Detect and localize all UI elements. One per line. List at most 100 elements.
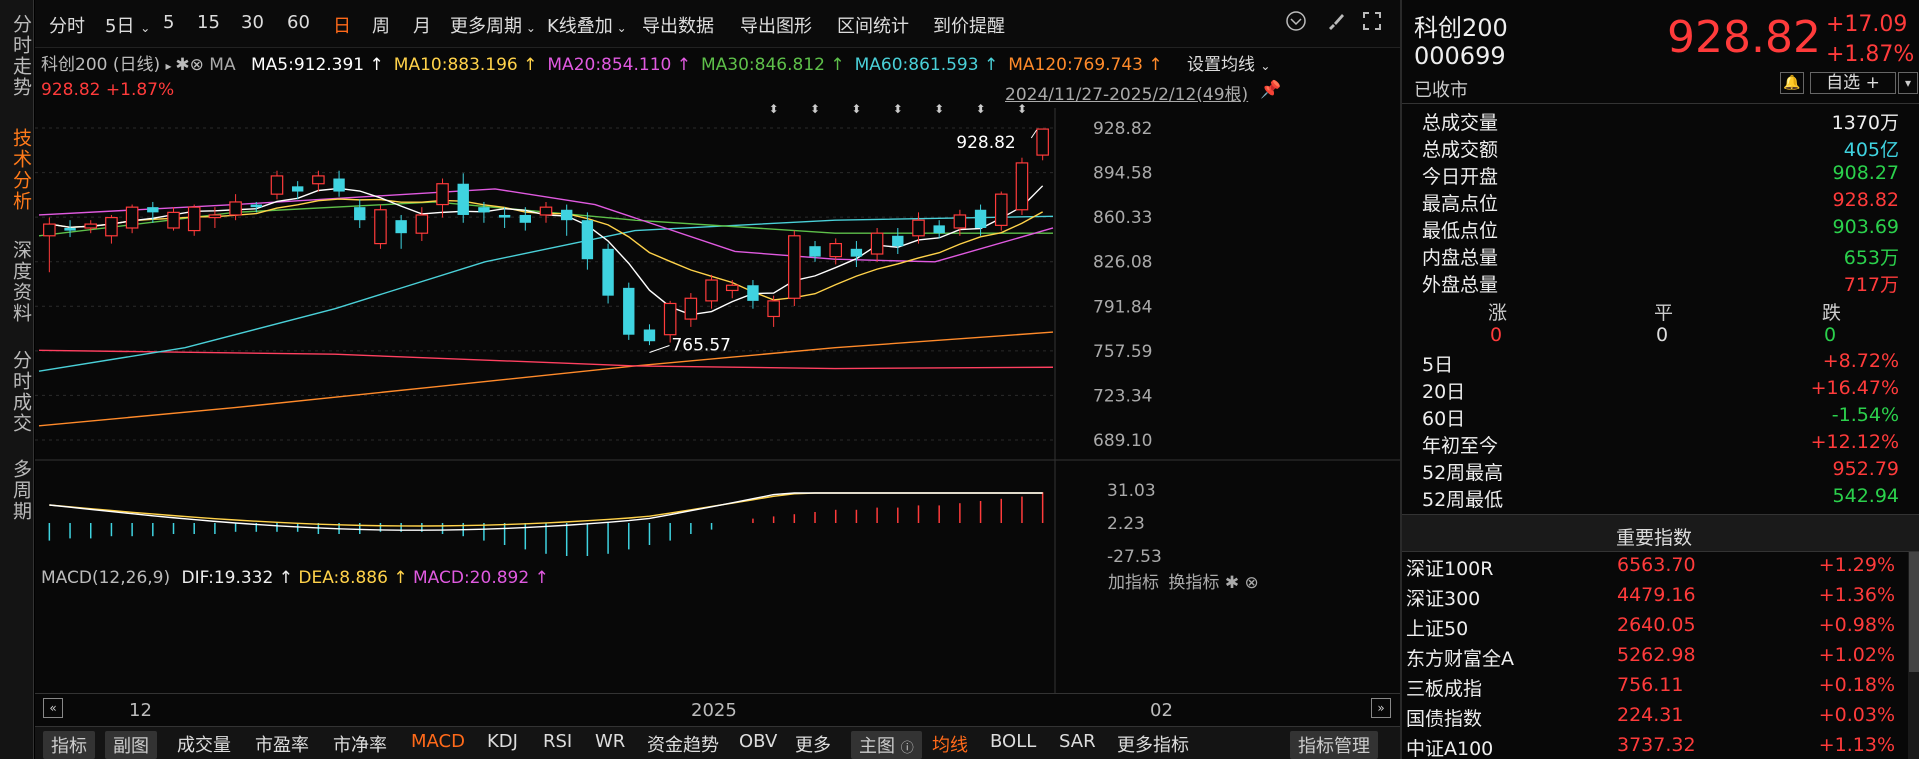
- kline-overlay-dropdown[interactable]: K线叠加 ⌄: [547, 12, 627, 38]
- scroll-right-icon[interactable]: »: [1371, 698, 1391, 718]
- candle-body: [519, 214, 531, 223]
- range-stats-button[interactable]: 区间统计: [837, 16, 909, 37]
- ind-volume[interactable]: 成交量: [177, 735, 231, 756]
- event-marker-icon: ⬍: [934, 102, 944, 116]
- ind-sar[interactable]: SAR: [1059, 731, 1096, 752]
- ind-kdj[interactable]: KDJ: [487, 731, 518, 752]
- period-value: +16.47%: [1810, 377, 1899, 399]
- candle-body: [395, 220, 407, 234]
- ind-obv[interactable]: OBV: [739, 731, 778, 752]
- period-week[interactable]: 周: [372, 16, 390, 37]
- candle-body: [478, 207, 490, 213]
- index-value: 5262.98: [1617, 644, 1696, 666]
- close-icon[interactable]: ⊗: [189, 55, 204, 75]
- close-icon[interactable]: ⊗: [1239, 573, 1259, 593]
- index-row[interactable]: 国债指数 224.31 +0.03%: [1402, 704, 1907, 734]
- period-15min[interactable]: 15: [197, 12, 220, 33]
- period-intraday[interactable]: 分时: [49, 16, 85, 37]
- x-label-dec: 12: [129, 700, 152, 721]
- ind-more[interactable]: 更多: [795, 735, 831, 756]
- period-60min[interactable]: 60: [287, 12, 310, 33]
- collapse-icon[interactable]: [1285, 10, 1307, 37]
- more-periods-dropdown[interactable]: 更多周期 ⌄: [450, 12, 536, 38]
- candle-body: [374, 209, 387, 245]
- price-tick-label: 894.58: [1093, 164, 1152, 184]
- ind-wr[interactable]: WR: [595, 731, 626, 752]
- export-data-button[interactable]: 导出数据: [642, 16, 714, 37]
- tab-intraday[interactable]: 分时走势: [10, 14, 32, 98]
- main-chart-tab[interactable]: 主图 ⓘ: [851, 731, 922, 759]
- stat-label: 最高点位: [1422, 193, 1499, 215]
- tab-tick-trades[interactable]: 分时成交: [10, 350, 32, 434]
- help-icon[interactable]: ⓘ: [900, 741, 914, 756]
- chevron-down-icon[interactable]: ▾: [1898, 72, 1918, 94]
- ma60-line: [38, 215, 1054, 372]
- candle-body: [415, 214, 429, 234]
- export-image-button[interactable]: 导出图形: [740, 16, 812, 37]
- low-arrow: [649, 345, 670, 353]
- add-watchlist-button[interactable]: 自选 +: [1810, 72, 1896, 94]
- divider: [1402, 103, 1919, 104]
- kline-chart[interactable]: 928.82 894.58 860.33 826.08 791.84 757.59 723.…: [35, 48, 1400, 693]
- chart-toolbar: 分时 5日 ⌄ 5 15 30 60 日 周 月 更多周期 ⌄ K线叠加 ⌄ 导…: [35, 0, 1400, 48]
- chevron-down-icon: ⌄: [522, 21, 536, 35]
- scrollbar-thumb[interactable]: [1909, 552, 1919, 672]
- index-row[interactable]: 上证50 2640.05 +0.98%: [1402, 614, 1907, 644]
- date-range[interactable]: 2024/11/27-2025/2/12(49根): [1005, 85, 1249, 105]
- ma-value-0: MA5:912.391 ↑: [250, 55, 384, 75]
- period-day[interactable]: 日: [333, 16, 351, 37]
- period-month[interactable]: 月: [413, 16, 431, 37]
- gear-icon[interactable]: ✱: [175, 55, 190, 75]
- period-30min[interactable]: 30: [241, 12, 264, 33]
- more-periods-label: 更多周期: [450, 16, 522, 37]
- index-row[interactable]: 中证A100 3737.32 +1.13%: [1402, 734, 1907, 759]
- chart-area[interactable]: 928.82 894.58 860.33 826.08 791.84 757.59 723.…: [35, 48, 1400, 693]
- ind-pb[interactable]: 市净率: [333, 735, 387, 756]
- candle-body: [208, 214, 222, 219]
- stat-value: 1370万: [1831, 112, 1899, 134]
- ind-fund-trend[interactable]: 资金趋势: [647, 735, 719, 756]
- ind-rsi[interactable]: RSI: [543, 731, 573, 752]
- event-marker-icon: ⬍: [769, 102, 779, 116]
- index-row[interactable]: 三板成指 756.11 +0.18%: [1402, 674, 1907, 704]
- ma-settings-dropdown[interactable]: 设置均线 ⌄: [1187, 50, 1270, 75]
- pin-icon[interactable]: 📌: [1260, 80, 1282, 100]
- indicator-manage-button[interactable]: 指标管理: [1290, 731, 1378, 759]
- security-code: 000699: [1414, 42, 1506, 70]
- gear-icon[interactable]: ✱: [1224, 573, 1240, 593]
- indicator-bar: 指标 副图 成交量 市盈率 市净率 MACD KDJ RSI WR 资金趋势 O…: [35, 726, 1400, 759]
- tab-multi-period[interactable]: 多周期: [10, 458, 32, 522]
- tab-depth[interactable]: 深度资料: [10, 240, 32, 324]
- candle-body: [725, 284, 739, 292]
- tab-technical[interactable]: 技术分析: [10, 128, 32, 212]
- sub-chart-tab[interactable]: 副图: [105, 731, 157, 759]
- period-5day[interactable]: 5日 ⌄: [105, 12, 150, 38]
- candle-body: [436, 183, 449, 206]
- caret-right-icon[interactable]: ▸: [165, 59, 176, 73]
- candle-body: [270, 175, 284, 195]
- fullscreen-icon[interactable]: [1361, 10, 1383, 37]
- ind-ma[interactable]: 均线: [932, 735, 968, 756]
- price-alert-button[interactable]: 到价提醒: [933, 16, 1005, 37]
- candle-body: [870, 232, 884, 255]
- ind-macd[interactable]: MACD: [411, 731, 465, 752]
- index-name: 中证A100: [1406, 738, 1494, 759]
- ind-more-indicators[interactable]: 更多指标: [1117, 735, 1189, 756]
- switch-indicator-button[interactable]: 换指标: [1168, 573, 1220, 593]
- index-row[interactable]: 东方财富全A 5262.98 +1.02%: [1402, 644, 1907, 674]
- scrollbar[interactable]: [1908, 552, 1919, 759]
- index-row[interactable]: 深证300 4479.16 +1.36%: [1402, 584, 1907, 614]
- add-indicator-button[interactable]: 加指标: [1108, 573, 1159, 593]
- period-5min[interactable]: 5: [163, 12, 175, 33]
- ind-pe[interactable]: 市盈率: [255, 735, 309, 756]
- stat-row: 最高点位 928.82: [1414, 189, 1907, 216]
- bell-icon[interactable]: 🔔: [1780, 72, 1804, 94]
- brush-icon[interactable]: [1325, 10, 1347, 37]
- indicator-tab[interactable]: 指标: [43, 731, 95, 759]
- chevron-down-icon: ⌄: [140, 21, 151, 35]
- candle-body: [354, 207, 366, 221]
- ind-boll[interactable]: BOLL: [990, 731, 1037, 752]
- index-row[interactable]: 深证100R 6563.70 +1.29%: [1402, 554, 1907, 584]
- scroll-left-icon[interactable]: «: [43, 698, 63, 718]
- ma-label: MA: [209, 55, 236, 75]
